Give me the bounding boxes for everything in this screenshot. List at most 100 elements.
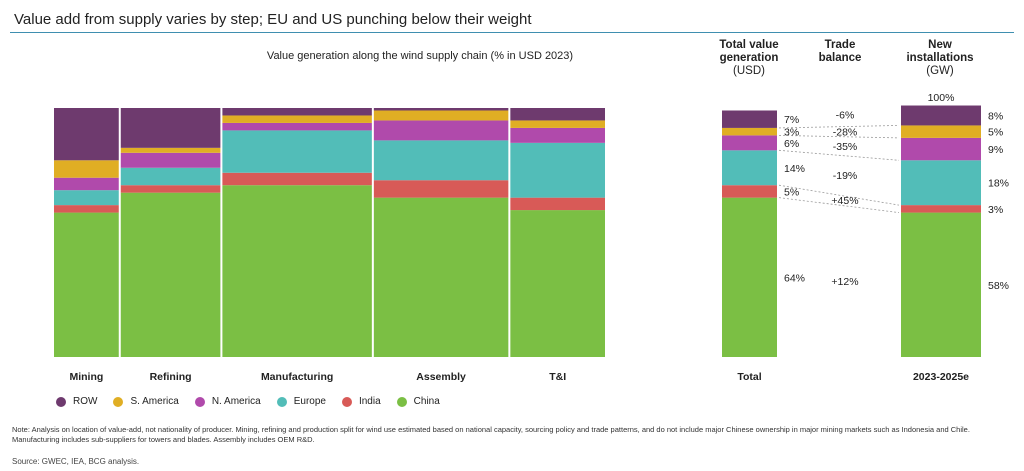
bar-segment-total-china (722, 197, 777, 357)
bar-segment-mining-europe (54, 190, 119, 206)
bar-segment-manufacturing-europe (222, 130, 372, 173)
data-label-new-n-america: 9% (988, 144, 1003, 156)
bar-segment-t-i-n-america (510, 127, 605, 143)
data-label-new-china: 58% (988, 280, 1009, 292)
bar-segment-total-india (722, 185, 777, 198)
legend-swatch-europe (276, 396, 287, 407)
col-head-trade-line1: Trade (824, 39, 856, 51)
data-label-new-row: 8% (988, 110, 1003, 122)
trade-balance-s-america: -28% (833, 127, 858, 139)
x-tick-label-manufacturing: Manufacturing (261, 371, 333, 383)
bar-segment-refining-row (120, 108, 221, 148)
data-label-total-europe: 14% (784, 163, 805, 175)
bar-segment-manufacturing-row (222, 108, 372, 116)
connector-line-europe (778, 149, 900, 161)
col-head-total-value-sub: (USD) (733, 65, 765, 77)
bar-segment-2023-2025e-europe (901, 160, 981, 206)
col-head-total-value-line1: Total value (719, 39, 779, 51)
bar-segment-mining-s-america (54, 160, 119, 178)
data-label-new-europe: 18% (988, 178, 1009, 190)
trade-balance-china: +12% (831, 276, 858, 288)
trade-balance-row: -6% (836, 109, 855, 121)
bar-segment-mining-china (54, 212, 119, 357)
connector-line-china (778, 197, 900, 213)
bar-segment-t-i-s-america (510, 120, 605, 128)
bar-segment-manufacturing-india (222, 172, 372, 186)
footnote: Note: Analysis on location of value-add,… (12, 425, 970, 444)
bar-segment-refining-n-america (120, 152, 221, 168)
x-tick-label-t-i: T&I (549, 371, 566, 383)
legend-swatch-n-america (194, 396, 205, 407)
bar-segment-manufacturing-china (222, 185, 372, 357)
data-label-total-india: 5% (784, 186, 799, 198)
x-tick-label-refining: Refining (150, 371, 192, 383)
data-label-new-s-america: 5% (988, 127, 1003, 139)
legend-item-n-america: N. America (194, 396, 261, 407)
col-head-total-value-line2: generation (719, 52, 779, 64)
x-tick-label-mining: Mining (69, 371, 103, 383)
legend-label-row: ROW (73, 396, 98, 407)
col-head-new-line2: installations (906, 52, 974, 64)
connector-line-n-america (778, 134, 900, 139)
col-head-new-sub: (GW) (926, 65, 954, 77)
legend-swatch-china (396, 396, 407, 407)
bar-segment-t-i-india (510, 197, 605, 211)
legend-label-europe: Europe (293, 396, 326, 407)
x-tick-label-2023-2025e: 2023-2025e (913, 371, 969, 383)
legend-item-s-america: S. America (113, 396, 179, 407)
bar-segment-assembly-n-america (373, 120, 509, 141)
title-rule (10, 32, 1014, 33)
legend-label-s-america: S. America (130, 396, 179, 407)
top-label-100-percent: 100% (928, 92, 955, 104)
bar-segment-assembly-india (373, 180, 509, 198)
chart-subtitle: Value generation along the wind supply c… (266, 50, 574, 62)
bar-segment-manufacturing-s-america (222, 115, 372, 123)
trade-balance-europe: -19% (833, 170, 858, 182)
legend-swatch-s-america (113, 396, 124, 407)
bar-segment-t-i-china (510, 210, 605, 357)
col-head-total-value: Total value generation (USD) (706, 39, 792, 78)
bar-segment-assembly-s-america (373, 110, 509, 121)
chart-title: Value add from supply varies by step; EU… (14, 11, 532, 28)
legend-swatch-row (56, 396, 66, 407)
bar-segment-t-i-europe (510, 142, 605, 198)
bar-segment-assembly-row (373, 108, 509, 111)
bar-segment-refining-s-america (120, 147, 221, 153)
bar-segment-2023-2025e-india (901, 205, 981, 213)
x-tick-label-total: Total (737, 371, 761, 383)
col-head-trade-balance: Trade balance (800, 39, 880, 65)
data-label-total-china: 64% (784, 272, 805, 284)
connector-line-india (778, 184, 900, 206)
bar-segment-refining-china (120, 192, 221, 357)
bar-segment-2023-2025e-china (901, 212, 981, 357)
data-label-new-india: 3% (988, 204, 1003, 216)
bar-segment-mining-n-america (54, 177, 119, 191)
trade-balance-india: +45% (831, 195, 858, 207)
x-tick-label-assembly: Assembly (416, 371, 466, 383)
data-label-total-n-america: 6% (784, 138, 799, 150)
bar-segment-2023-2025e-s-america (901, 125, 981, 138)
legend-label-n-america: N. America (211, 396, 261, 407)
bar-segment-assembly-china (373, 197, 509, 357)
bar-segment-mining-row (54, 108, 119, 161)
bar-segment-2023-2025e-n-america (901, 137, 981, 161)
bar-segment-total-row (722, 110, 777, 128)
legend-label-china: China (413, 396, 440, 407)
col-head-new-installations: New installations (GW) (895, 39, 985, 78)
bar-segment-total-s-america (722, 127, 777, 136)
legend-item-europe: Europe (276, 396, 326, 407)
data-label-total-s-america: 3% (784, 127, 799, 139)
legend-swatch-india (341, 396, 352, 407)
legend: ROW S. America N. America Europe India China (56, 396, 456, 407)
bar-segment-refining-india (120, 185, 221, 193)
connector-line-s-america (778, 125, 900, 129)
data-label-total-row: 7% (784, 114, 799, 126)
bar-segment-assembly-europe (373, 140, 509, 181)
legend-item-india: India (341, 396, 381, 407)
bar-segment-manufacturing-n-america (222, 122, 372, 131)
legend-item-row: ROW (56, 396, 97, 407)
col-head-new-line1: New (928, 39, 952, 51)
bar-segment-t-i-row (510, 108, 605, 121)
bar-segment-total-europe (722, 150, 777, 186)
